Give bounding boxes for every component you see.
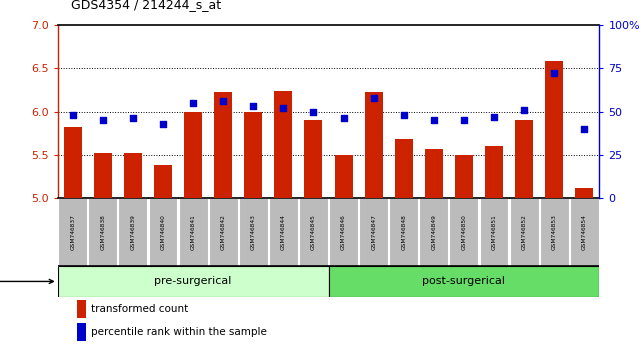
Bar [570, 198, 599, 266]
Point [369, 95, 379, 101]
Point [248, 103, 258, 109]
Bar [395, 139, 413, 198]
Bar [179, 198, 208, 266]
Bar [515, 120, 533, 198]
Bar [389, 198, 418, 266]
Point [158, 121, 168, 126]
Bar [545, 61, 563, 198]
Text: GDS4354 / 214244_s_at: GDS4354 / 214244_s_at [71, 0, 221, 11]
Point [429, 118, 439, 123]
Point [489, 114, 499, 120]
Text: GSM746838: GSM746838 [101, 214, 105, 250]
Bar [244, 112, 262, 198]
Bar [94, 153, 112, 198]
Bar [365, 92, 383, 198]
Bar [209, 198, 238, 266]
Bar [154, 165, 172, 198]
Bar [184, 112, 202, 198]
Bar [540, 198, 569, 266]
Text: GSM746850: GSM746850 [462, 214, 467, 250]
Bar [329, 198, 358, 266]
Bar [328, 266, 599, 297]
Bar [124, 153, 142, 198]
Text: specimen: specimen [0, 276, 53, 286]
Bar [239, 198, 268, 266]
Bar [419, 198, 448, 266]
Bar [63, 127, 82, 198]
Bar [449, 198, 478, 266]
Bar [335, 155, 353, 198]
Point [308, 109, 319, 114]
Point [519, 107, 529, 113]
Point [128, 116, 138, 121]
Bar [425, 149, 443, 198]
Text: GSM746852: GSM746852 [522, 214, 527, 250]
Point [218, 98, 228, 104]
Bar [58, 198, 87, 266]
Text: GSM746844: GSM746844 [281, 214, 286, 250]
Text: GSM746839: GSM746839 [130, 214, 135, 250]
Point [579, 126, 590, 132]
Bar [214, 92, 232, 198]
Bar [359, 198, 388, 266]
Text: percentile rank within the sample: percentile rank within the sample [91, 327, 267, 337]
Text: GSM746845: GSM746845 [311, 214, 316, 250]
Point [67, 112, 78, 118]
Text: GSM746851: GSM746851 [492, 214, 497, 250]
Text: GSM746848: GSM746848 [401, 214, 406, 250]
Bar [77, 323, 87, 341]
Point [278, 105, 288, 111]
Text: post-surgerical: post-surgerical [422, 276, 505, 286]
Bar [88, 198, 117, 266]
Text: GSM746837: GSM746837 [71, 214, 75, 250]
Text: GSM746840: GSM746840 [160, 214, 165, 250]
Bar [575, 188, 594, 198]
Text: GSM746853: GSM746853 [552, 214, 556, 250]
Bar [119, 198, 147, 266]
Point [459, 118, 469, 123]
Bar [274, 91, 292, 198]
Point [338, 116, 349, 121]
Bar [149, 198, 178, 266]
Point [549, 70, 560, 76]
Point [399, 112, 409, 118]
Text: transformed count: transformed count [91, 304, 188, 314]
Bar [77, 299, 87, 318]
Text: GSM746849: GSM746849 [431, 214, 437, 250]
Bar [479, 198, 508, 266]
Text: GSM746847: GSM746847 [371, 214, 376, 250]
Bar [485, 146, 503, 198]
Point [188, 100, 198, 105]
Text: GSM746843: GSM746843 [251, 214, 256, 250]
Text: GSM746842: GSM746842 [221, 214, 226, 250]
Bar [269, 198, 298, 266]
Bar [58, 266, 328, 297]
Text: GSM746854: GSM746854 [582, 214, 587, 250]
Text: GSM746841: GSM746841 [190, 214, 196, 250]
Bar [304, 120, 322, 198]
Text: GSM746846: GSM746846 [341, 214, 346, 250]
Bar [455, 155, 473, 198]
Bar [510, 198, 538, 266]
Bar [299, 198, 328, 266]
Text: pre-surgerical: pre-surgerical [154, 276, 232, 286]
Point [97, 118, 108, 123]
